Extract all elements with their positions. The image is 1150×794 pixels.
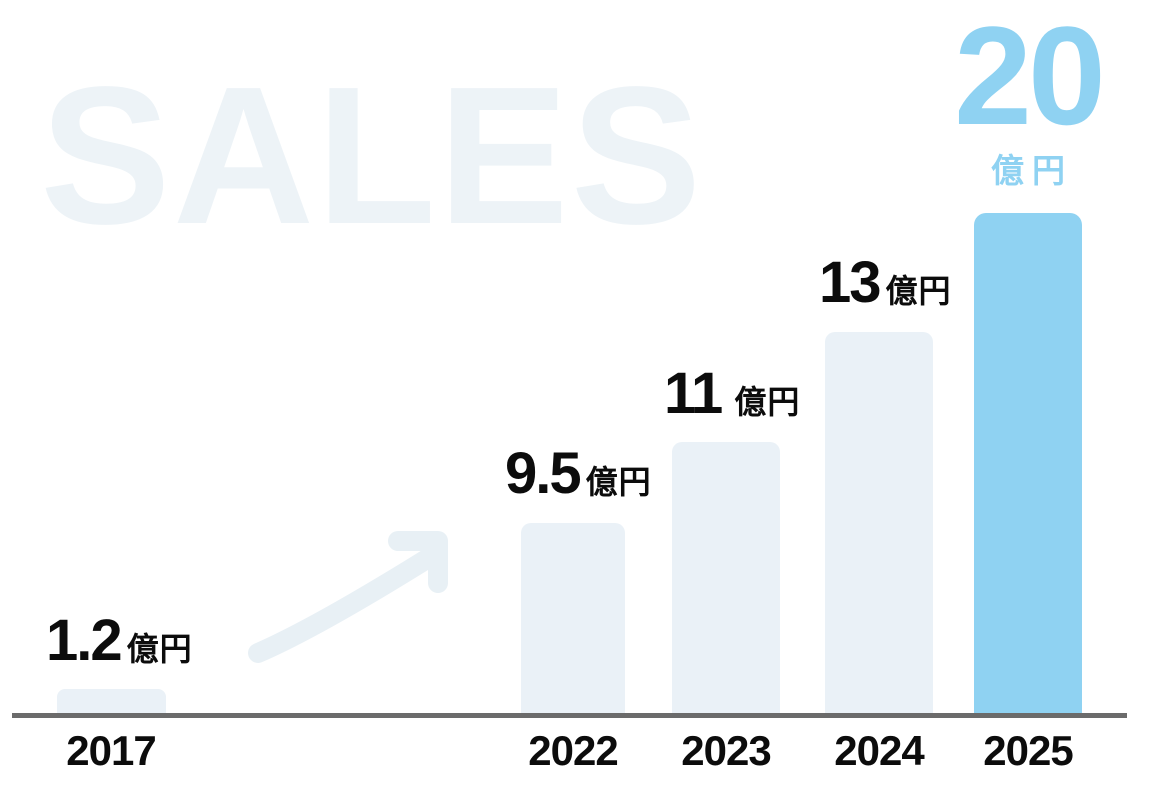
value-unit-2022: 億円 bbox=[585, 464, 652, 500]
value-number-2023: 11 bbox=[664, 361, 723, 426]
x-axis-line bbox=[12, 713, 1127, 718]
bar-2025-highlighted bbox=[974, 213, 1082, 713]
value-number-2024: 13 bbox=[819, 250, 881, 315]
year-label-2022: 2022 bbox=[528, 727, 618, 774]
year-label-2017: 2017 bbox=[66, 727, 156, 774]
value-label-2017: 1.2 億円 bbox=[46, 612, 193, 670]
bar-2017 bbox=[57, 689, 166, 713]
value-unit-2025: 億円 bbox=[991, 152, 1073, 189]
year-label-2025: 2025 bbox=[983, 727, 1073, 774]
value-unit-2024: 億円 bbox=[885, 273, 952, 309]
value-number-2025: 20 bbox=[954, 0, 1106, 154]
value-unit-2023: 億円 bbox=[734, 384, 801, 420]
year-label-2024: 2024 bbox=[834, 727, 924, 774]
value-number-2017: 1.2 bbox=[46, 608, 123, 673]
sales-watermark-text: SALES bbox=[40, 46, 704, 265]
bar-2023 bbox=[672, 442, 780, 713]
value-number-2022: 9.5 bbox=[505, 441, 582, 506]
value-unit-2017: 億円 bbox=[126, 631, 193, 667]
value-label-2022: 9.5 億円 bbox=[505, 445, 652, 503]
bar-2024 bbox=[825, 332, 933, 713]
year-label-2023: 2023 bbox=[681, 727, 771, 774]
value-label-2024: 13 億円 bbox=[819, 254, 952, 312]
value-label-2025: 20 億円 bbox=[928, 0, 1128, 189]
value-label-2023: 11 億円 bbox=[664, 365, 800, 423]
bar-2022 bbox=[521, 523, 625, 713]
growth-arrow-icon bbox=[248, 531, 448, 663]
